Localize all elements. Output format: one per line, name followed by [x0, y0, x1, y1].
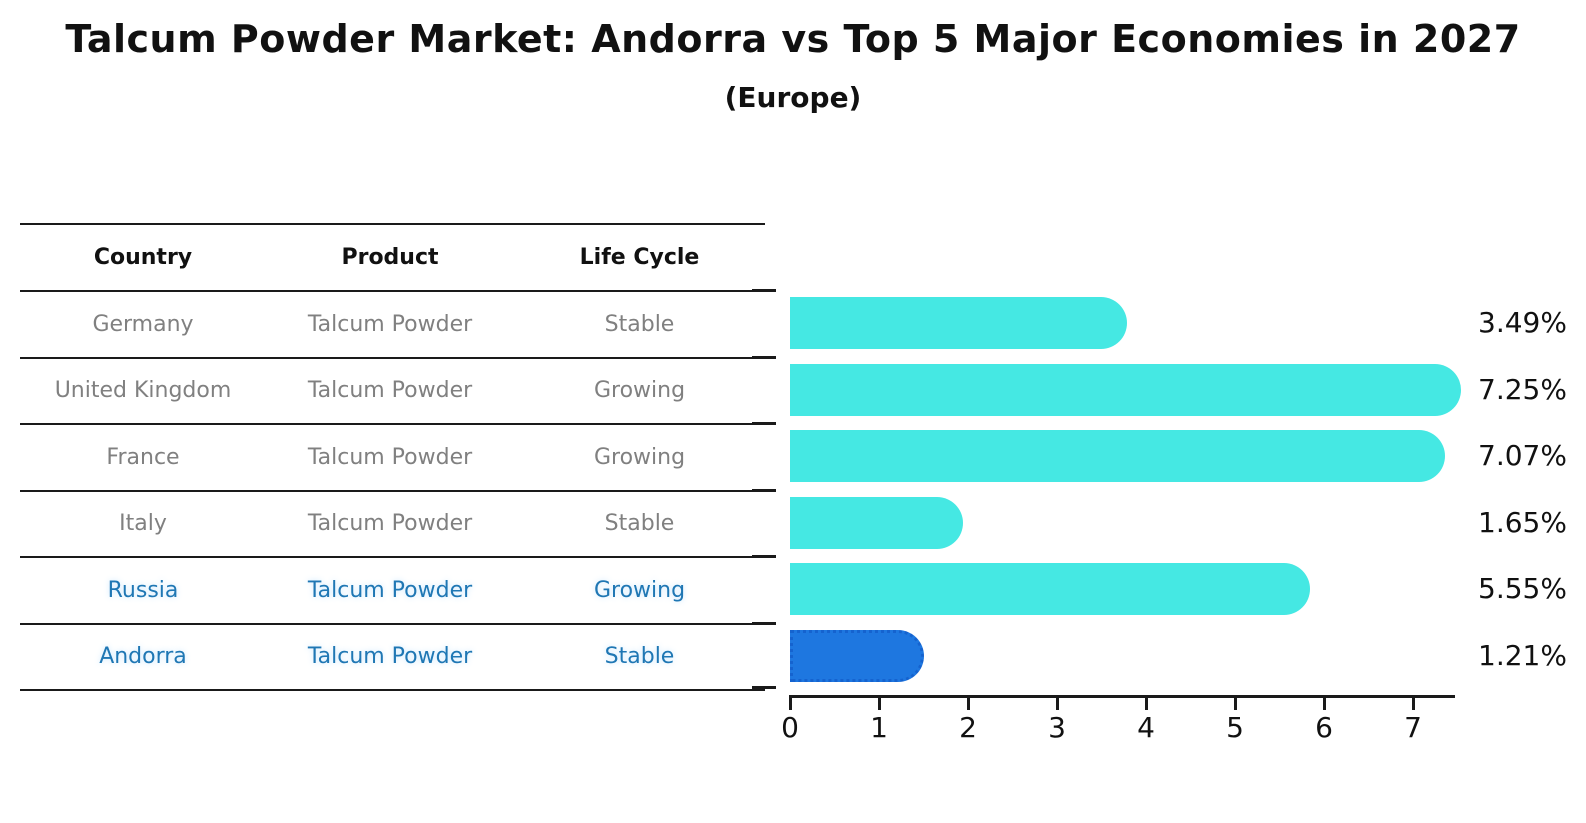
x-tick-label: 3: [1048, 711, 1066, 744]
bar-united-kingdom: [790, 363, 1461, 416]
cell-product: Talcum Powder: [307, 378, 473, 404]
cell-product: Talcum Powder: [307, 644, 473, 670]
x-tick-label: 1: [870, 711, 888, 744]
x-tick-label: 7: [1404, 711, 1422, 744]
cell-country: Germany: [92, 311, 194, 337]
bar-andorra: [790, 629, 924, 682]
header-product: Product: [341, 245, 439, 270]
bar-france: [790, 430, 1445, 483]
cell-country: United Kingdom: [54, 378, 232, 404]
value-label-andorra: 1.21%: [1478, 639, 1567, 672]
y-tick-mark: [752, 489, 776, 492]
x-tick-mark: [789, 698, 792, 710]
x-tick-mark: [967, 698, 970, 710]
y-tick-mark: [752, 555, 776, 558]
bar-russia: [790, 563, 1310, 616]
table-row: Germany Talcum Powder Stable: [20, 292, 765, 359]
cell-country: Russia: [107, 577, 179, 603]
header-lifecycle: Life Cycle: [579, 245, 700, 270]
x-axis-line: [789, 695, 1455, 698]
table-row: Andorra Talcum Powder Stable: [20, 625, 765, 691]
value-label-united-kingdom: 7.25%: [1478, 373, 1567, 406]
value-label-france: 7.07%: [1478, 439, 1567, 472]
value-label-germany: 3.49%: [1478, 306, 1567, 339]
y-tick-mark: [752, 686, 776, 689]
x-tick-mark: [1056, 698, 1059, 710]
table-row: Russia Talcum Powder Growing: [20, 558, 765, 625]
y-tick-mark: [752, 356, 776, 359]
cell-product: Talcum Powder: [307, 511, 473, 537]
value-label-russia: 5.55%: [1478, 572, 1567, 605]
header-country: Country: [93, 245, 193, 270]
table-header-row: Country Product Life Cycle: [20, 225, 765, 292]
cell-life-cycle: Stable: [604, 311, 675, 337]
table-row: Italy Talcum Powder Stable: [20, 492, 765, 558]
country-table: Country Product Life Cycle Germany Talcu…: [20, 223, 765, 691]
x-tick-label: 4: [1137, 711, 1155, 744]
cell-country: Italy: [119, 511, 167, 537]
value-label-italy: 1.65%: [1478, 506, 1567, 539]
cell-life-cycle: Growing: [593, 378, 686, 404]
x-tick-mark: [1145, 698, 1148, 710]
cell-product: Talcum Powder: [307, 444, 473, 470]
bar-germany: [790, 297, 1127, 350]
cell-country: France: [106, 444, 180, 470]
x-tick-mark: [1412, 698, 1415, 710]
cell-life-cycle: Stable: [604, 511, 675, 537]
cell-life-cycle: Growing: [593, 577, 686, 603]
y-tick-mark: [752, 289, 776, 292]
cell-product: Talcum Powder: [307, 311, 473, 337]
x-tick-label: 2: [959, 711, 977, 744]
bar-italy: [790, 496, 963, 549]
table-row: United Kingdom Talcum Powder Growing: [20, 359, 765, 425]
table-row: France Talcum Powder Growing: [20, 425, 765, 492]
chart-subtitle: (Europe): [724, 81, 862, 114]
x-tick-mark: [1323, 698, 1326, 710]
cell-life-cycle: Growing: [593, 444, 686, 470]
x-tick-label: 0: [781, 711, 799, 744]
chart-title: Talcum Powder Market: Andorra vs Top 5 M…: [65, 17, 1521, 61]
cell-country: Andorra: [99, 644, 187, 670]
x-tick-label: 6: [1315, 711, 1333, 744]
x-tick-mark: [1234, 698, 1237, 710]
y-tick-mark: [752, 622, 776, 625]
cell-product: Talcum Powder: [307, 577, 473, 603]
x-tick-mark: [878, 698, 881, 710]
y-tick-mark: [752, 422, 776, 425]
cell-life-cycle: Stable: [604, 644, 675, 670]
x-tick-label: 5: [1226, 711, 1244, 744]
